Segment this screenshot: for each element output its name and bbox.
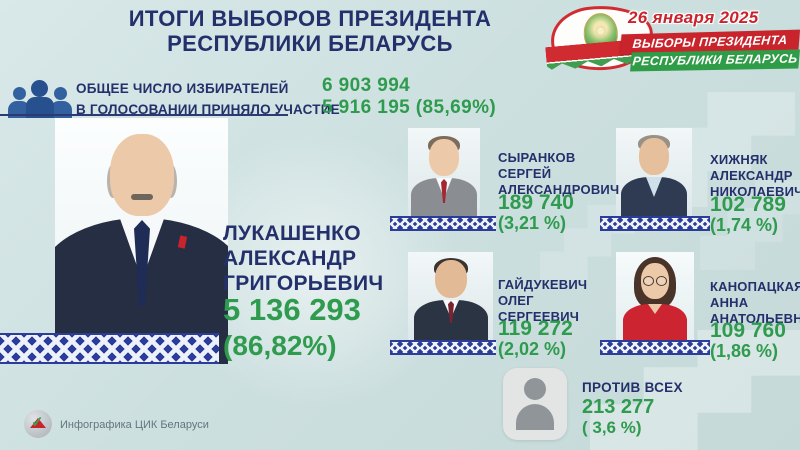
against-all-label: ПРОТИВ ВСЕХ <box>582 380 683 395</box>
candidate-percent: (3,21 %) <box>498 213 567 233</box>
ornament-band <box>390 216 496 231</box>
total-voters-value: 6 903 994 <box>322 75 411 96</box>
neckline <box>648 304 662 314</box>
person-placeholder-icon <box>524 378 546 400</box>
ornament-band <box>0 333 219 364</box>
tie <box>134 220 150 306</box>
candidate-votes: 109 760 <box>710 319 786 342</box>
head <box>429 139 459 176</box>
candidate-photo <box>408 252 493 343</box>
ornament-band <box>600 216 710 231</box>
candidate-votes: 102 789 <box>710 193 786 216</box>
badge-ribbon-green: РЕСПУБЛИКИ БЕЛАРУСЬ <box>630 49 800 72</box>
winner-percent: (86,82%) <box>223 330 337 361</box>
mustache <box>131 194 153 200</box>
ornament-band <box>600 340 710 355</box>
winner-name-line2: АЛЕКСАНДР <box>223 247 357 270</box>
ornament-band <box>390 340 496 355</box>
tie <box>441 179 447 203</box>
footer-credit: Инфографика ЦИК Беларуси <box>60 419 209 431</box>
candidate-name: ХИЖНЯК АЛЕКСАНДР НИКОЛАЕВИЧ <box>710 152 800 199</box>
head <box>435 260 467 298</box>
cec-logo-icon <box>24 410 52 438</box>
candidate-photo <box>616 128 692 218</box>
page-title-line1: ИТОГИ ВЫБОРОВ ПРЕЗИДЕНТА <box>128 6 492 31</box>
glasses <box>642 276 668 286</box>
voters-icon <box>8 80 72 118</box>
person-placeholder-icon <box>516 404 554 430</box>
candidate-photo <box>408 128 480 218</box>
tie <box>448 301 454 323</box>
candidate-name: ГАЙДУКЕВИЧ ОЛЕГ СЕРГЕЕВИЧ <box>498 277 588 324</box>
winner-photo <box>55 118 228 364</box>
page-title: ИТОГИ ВЫБОРОВ ПРЕЗИДЕНТА РЕСПУБЛИКИ БЕЛА… <box>70 6 550 56</box>
head <box>639 138 669 175</box>
against-all-votes: 213 277 <box>582 396 655 418</box>
candidate-percent: (2,02 %) <box>498 339 567 359</box>
candidate-votes: 189 740 <box>498 191 574 214</box>
candidate-percent: (1,74 %) <box>710 215 779 235</box>
against-all-placeholder <box>503 368 567 440</box>
winner-name-line1: ЛУКАШЕНКО <box>223 222 361 245</box>
winner-name-line3: ГРИГОРЬЕВИЧ <box>223 272 384 295</box>
against-all-percent: ( 3,6 %) <box>582 418 642 437</box>
candidate-photo <box>616 252 694 343</box>
winner-name: ЛУКАШЕНКО АЛЕКСАНДР ГРИГОРЬЕВИЧ <box>223 221 393 296</box>
candidate-percent: (1,86 %) <box>710 341 779 361</box>
turnout-value: 5 916 195 (85,69%) <box>322 97 497 118</box>
turnout-label: В ГОЛОСОВАНИИ ПРИНЯЛО УЧАСТИЕ <box>76 102 340 117</box>
candidate-name: СЫРАНКОВ СЕРГЕЙ АЛЕКСАНДРОВИЧ <box>498 150 620 197</box>
candidate-votes: 119 272 <box>498 317 573 340</box>
candidate-name: КАНОПАЦКАЯ АННА АНАТОЛЬЕВНА <box>710 279 800 326</box>
page-title-line2: РЕСПУБЛИКИ БЕЛАРУСЬ <box>167 30 453 56</box>
winner-votes: 5 136 293 <box>223 292 361 327</box>
divider-line <box>0 114 288 116</box>
total-voters-label: ОБЩЕЕ ЧИСЛО ИЗБИРАТЕЛЕЙ <box>76 81 289 96</box>
head <box>110 134 174 216</box>
election-date: 26 января 2025 <box>628 8 759 27</box>
